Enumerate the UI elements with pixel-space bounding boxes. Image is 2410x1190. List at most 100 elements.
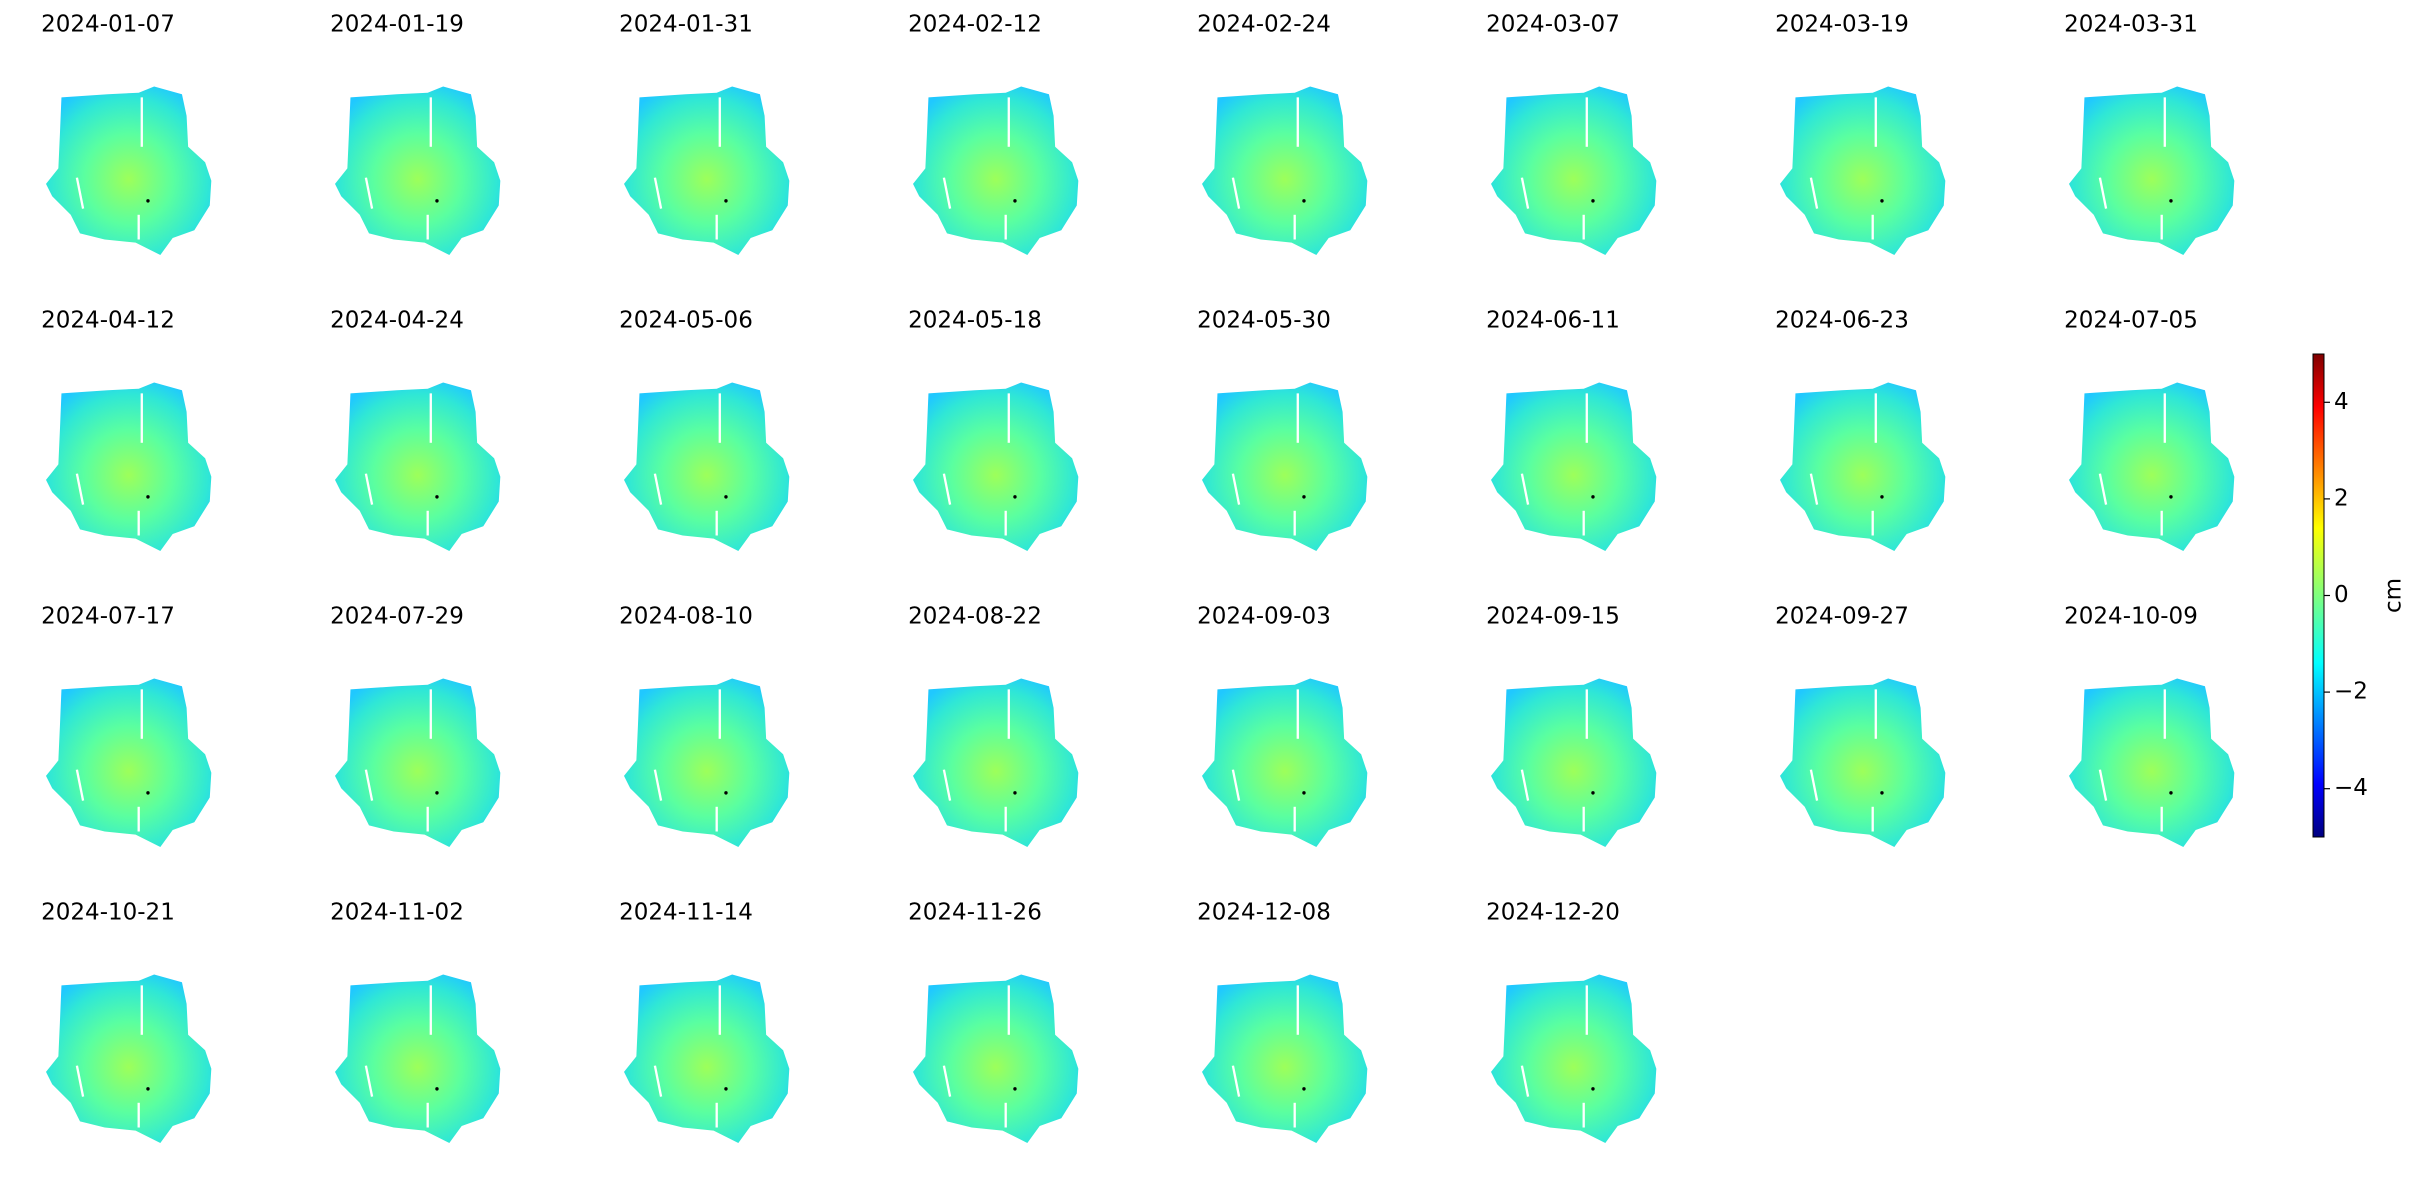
map [335,86,501,255]
map-area [335,678,501,847]
panel-title: 2024-03-31 [2064,12,2198,38]
panel: 2024-01-31 [619,12,790,255]
map-gap [1231,769,1241,801]
reference-point [724,1087,728,1091]
map-area [913,678,1079,847]
reference-point [1302,199,1306,203]
reference-point [1013,199,1017,203]
panel: 2024-12-20 [1486,900,1657,1143]
map [913,86,1079,255]
panel: 2024-09-15 [1486,604,1657,847]
map-area [1491,974,1657,1143]
map-area [2069,86,2235,255]
panel-title: 2024-01-19 [330,12,464,38]
panel-title: 2024-07-29 [330,604,464,630]
panel: 2024-03-07 [1486,12,1657,255]
map-area [46,86,212,255]
map-gap [2098,473,2108,505]
reference-point [1591,199,1595,203]
panel-title: 2024-09-15 [1486,604,1620,630]
map [335,974,501,1143]
panel: 2024-09-03 [1197,604,1368,847]
map-area [1491,86,1657,255]
panel: 2024-05-06 [619,308,790,551]
panel-title: 2024-06-11 [1486,308,1620,334]
map-area [1780,86,1946,255]
map-gap [364,177,374,209]
colorbar-tick-label: 4 [2334,389,2349,415]
panel: 2024-11-14 [619,900,790,1143]
reference-point [435,791,439,795]
panel-title: 2024-04-12 [41,308,175,334]
map-gap [75,769,85,801]
reference-point [1880,495,1884,499]
panel-title: 2024-08-22 [908,604,1042,630]
map-area [913,86,1079,255]
panel-title: 2024-11-26 [908,900,1042,926]
map [1202,974,1368,1143]
colorbar-tick-label: 2 [2334,485,2349,511]
reference-point [2169,199,2173,203]
map-area [46,678,212,847]
map-gap [75,177,85,209]
map [624,974,790,1143]
map-area [2069,678,2235,847]
map [2069,86,2235,255]
map-gap [942,473,952,505]
reference-point [724,199,728,203]
panel: 2024-02-24 [1197,12,1368,255]
map-gap [1231,177,1241,209]
panel: 2024-08-22 [908,604,1079,847]
reference-point [1591,495,1595,499]
map [1491,974,1657,1143]
map-gap [653,177,663,209]
map-gap [75,1065,85,1097]
map [1491,382,1657,551]
map-area [1202,382,1368,551]
panel-title: 2024-05-06 [619,308,753,334]
map-area [1202,86,1368,255]
panel: 2024-06-23 [1775,308,1946,551]
map-gap [1231,1065,1241,1097]
map-area [913,382,1079,551]
panel: 2024-01-19 [330,12,501,255]
panel-title: 2024-09-27 [1775,604,1909,630]
panel-title: 2024-11-02 [330,900,464,926]
panel: 2024-07-29 [330,604,501,847]
reference-point [1013,791,1017,795]
reference-point [724,791,728,795]
map [1491,86,1657,255]
panel-title: 2024-10-09 [2064,604,2198,630]
map [335,678,501,847]
map-gap [653,473,663,505]
panel: 2024-01-07 [41,12,212,255]
map [46,974,212,1143]
map-area [1202,974,1368,1143]
panel-title: 2024-11-14 [619,900,753,926]
panel-title: 2024-09-03 [1197,604,1331,630]
map [1780,678,1946,847]
map-area [335,382,501,551]
panel-title: 2024-01-07 [41,12,175,38]
panel-title: 2024-06-23 [1775,308,1909,334]
map-area [624,678,790,847]
panel: 2024-05-30 [1197,308,1368,551]
reference-point [1880,791,1884,795]
panel: 2024-04-12 [41,308,212,551]
panel-title: 2024-08-10 [619,604,753,630]
colorbar-label: cm [2381,578,2407,613]
map-area [1202,678,1368,847]
panel-title: 2024-04-24 [330,308,464,334]
map [624,382,790,551]
panel-title: 2024-02-12 [908,12,1042,38]
reference-point [1591,1087,1595,1091]
panel: 2024-02-12 [908,12,1079,255]
map-gap [75,473,85,505]
map [1780,382,1946,551]
panel: 2024-11-02 [330,900,501,1143]
map-area [335,86,501,255]
reference-point [1302,791,1306,795]
panel-title: 2024-10-21 [41,900,175,926]
map-area [2069,382,2235,551]
